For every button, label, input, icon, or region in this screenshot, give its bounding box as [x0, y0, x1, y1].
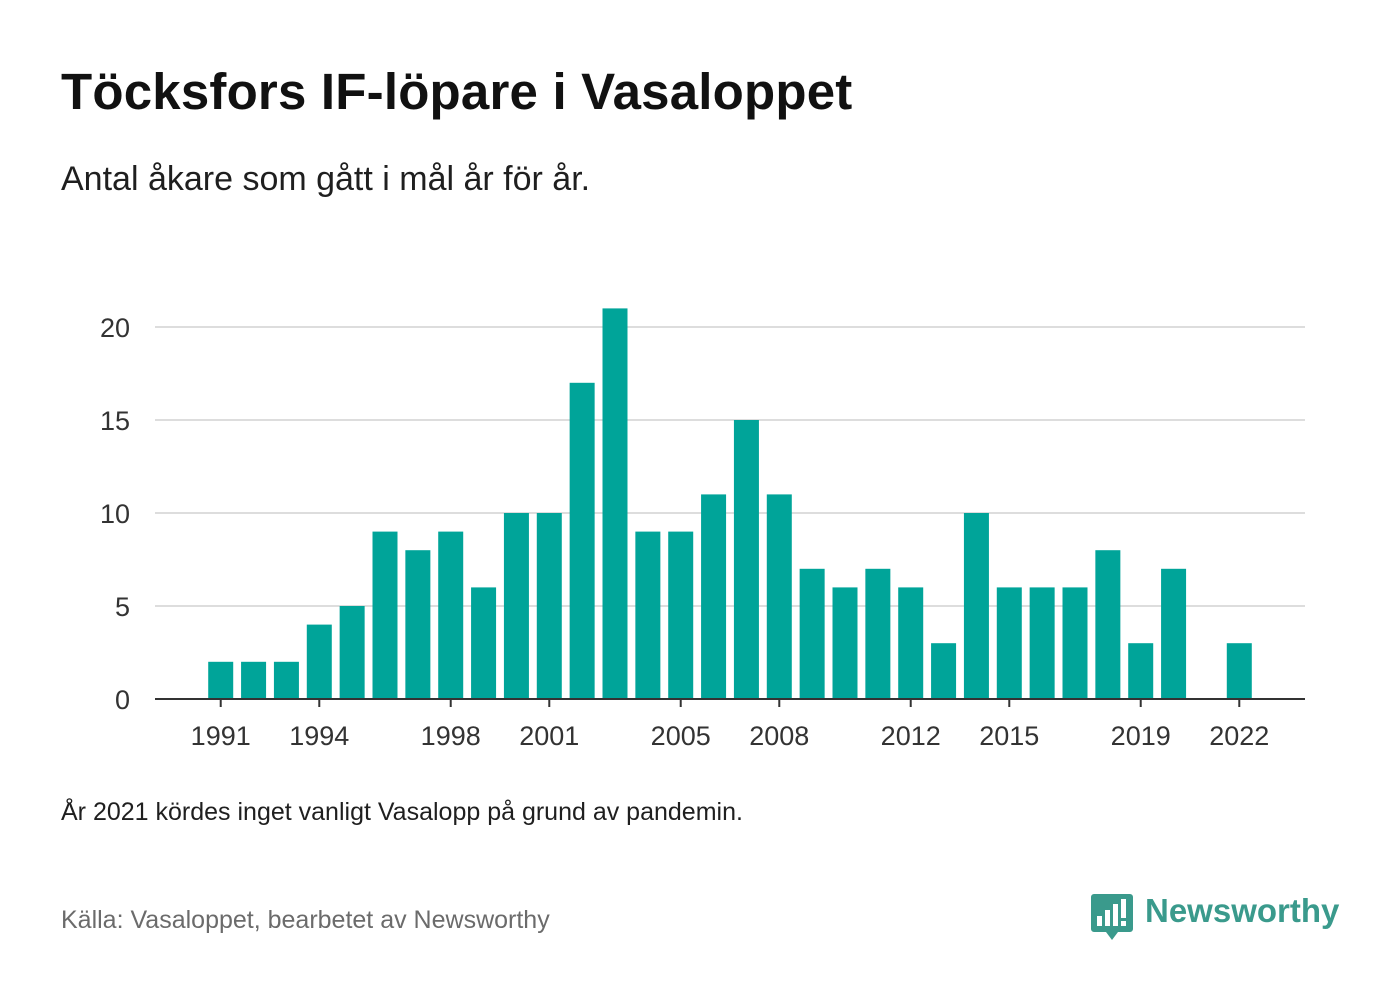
bar-2016: [1029, 587, 1055, 699]
y-tick-label: 20: [100, 313, 130, 343]
bar-2022: [1226, 643, 1252, 699]
bar-1995: [339, 606, 365, 699]
x-tick-label: 1991: [191, 721, 251, 751]
x-tick-label: 1998: [421, 721, 481, 751]
y-tick-label: 15: [100, 406, 130, 436]
bar-2008: [766, 494, 792, 699]
bar-1993: [273, 661, 299, 699]
bar-2020: [1161, 568, 1187, 699]
x-tick-label: 2015: [979, 721, 1039, 751]
bar-1992: [241, 661, 267, 699]
bar-chart-svg: 0 5 10 15 20 1991 1994 1998 2001 2005 2008 2012 2015…: [100, 308, 1305, 751]
bar-2017: [1062, 587, 1088, 699]
bar-2007: [733, 420, 759, 699]
brand-logo: Newsworthy: [1090, 890, 1350, 945]
bar-1997: [405, 550, 431, 699]
bar-chart: 0 5 10 15 20 1991 1994 1998 2001 2005 2008 2012 2015…: [0, 280, 1400, 780]
brand-name: Newsworthy: [1145, 892, 1340, 929]
x-tick-label: 2012: [881, 721, 941, 751]
bar-1998: [438, 531, 464, 699]
bar-2003: [602, 308, 628, 699]
bar-2010: [832, 587, 858, 699]
bar-1996: [372, 531, 398, 699]
chart-title: Töcksfors IF-löpare i Vasaloppet: [61, 63, 853, 120]
y-tick-label: 10: [100, 499, 130, 529]
x-tick-label: 2008: [749, 721, 809, 751]
y-tick-label: 0: [115, 685, 130, 715]
bar-2015: [996, 587, 1022, 699]
x-tick-label: 2005: [651, 721, 711, 751]
bar-2013: [931, 643, 957, 699]
bar-2019: [1128, 643, 1154, 699]
bar-2012: [898, 587, 924, 699]
x-tick-label: 2022: [1209, 721, 1269, 751]
chart-subtitle: Antal åkare som gått i mål år för år.: [61, 160, 591, 198]
bar-2006: [701, 494, 727, 699]
x-tick-label: 1994: [289, 721, 349, 751]
bar-1999: [471, 587, 497, 699]
bar-2000: [503, 513, 529, 699]
bar-2004: [635, 531, 661, 699]
x-tick-label: 2001: [519, 721, 579, 751]
newsworthy-logo-icon: [1091, 894, 1133, 940]
bar-2011: [865, 568, 891, 699]
y-tick-label: 5: [115, 592, 130, 622]
footnote: År 2021 kördes inget vanligt Vasalopp på…: [61, 798, 743, 826]
bar-2002: [569, 382, 595, 699]
source-text: Källa: Vasaloppet, bearbetet av Newswort…: [61, 906, 550, 934]
bar-2014: [963, 513, 989, 699]
bar-2018: [1095, 550, 1121, 699]
x-tick-label: 2019: [1111, 721, 1171, 751]
bar-2005: [668, 531, 694, 699]
bar-2009: [799, 568, 825, 699]
bar-1991: [208, 661, 234, 699]
bar-2001: [536, 513, 562, 699]
bar-1994: [306, 624, 332, 699]
